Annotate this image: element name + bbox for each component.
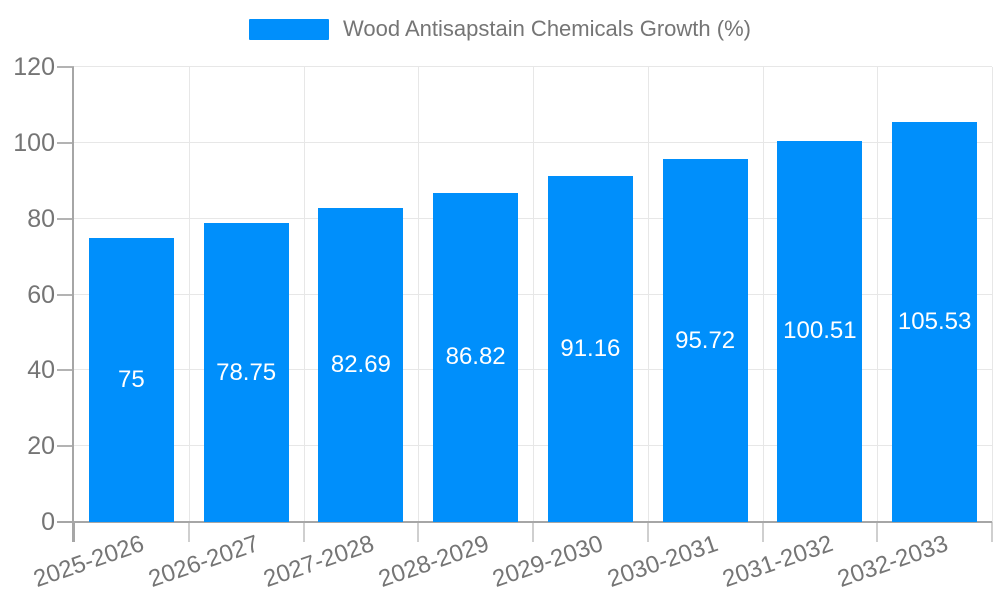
legend-series-label: Wood Antisapstain Chemicals Growth (%) (343, 16, 751, 41)
y-gridline (74, 66, 992, 67)
y-axis-tick-label: 40 (27, 356, 55, 385)
bar[interactable] (777, 140, 863, 522)
y-axis-tick-label: 60 (27, 280, 55, 309)
x-axis-tick (187, 522, 190, 542)
x-gridline (188, 67, 190, 522)
y-axis-tick (57, 66, 74, 68)
bar[interactable] (547, 176, 633, 522)
x-axis-tick (73, 522, 75, 542)
bar-value-label: 105.53 (897, 307, 972, 335)
x-gridline (762, 67, 764, 522)
y-axis-tick-label: 80 (27, 204, 55, 233)
bar[interactable] (433, 192, 519, 522)
x-gridline (877, 67, 879, 522)
y-axis-tick-label: 100 (13, 128, 55, 157)
y-axis-tick-label: 120 (13, 53, 55, 81)
x-gridline (418, 67, 420, 522)
y-axis-tick (57, 217, 74, 220)
y-axis-tick (57, 445, 74, 448)
x-axis-tick (761, 522, 764, 542)
bar-value-label: 95.72 (675, 326, 736, 354)
y-axis-tick-label: 0 (41, 508, 55, 536)
chart-legend[interactable]: Wood Antisapstain Chemicals Growth (%) (0, 16, 1000, 42)
y-axis-tick (57, 293, 74, 296)
bar[interactable] (318, 208, 404, 522)
bar-value-label: 91.16 (560, 335, 621, 363)
x-gridline (647, 67, 649, 522)
x-axis-tick (646, 522, 649, 542)
plot-right-border (992, 67, 993, 522)
x-axis-tick (991, 522, 993, 542)
y-axis-tick (57, 369, 74, 372)
bar-value-label: 100.51 (783, 317, 857, 345)
x-gridline (533, 67, 534, 522)
y-axis-tick-label: 20 (27, 432, 55, 461)
bar-value-label: 86.82 (445, 343, 506, 371)
bar[interactable] (892, 121, 978, 522)
x-axis-tick (302, 522, 305, 542)
bar[interactable] (88, 237, 174, 522)
x-axis-tick (417, 522, 420, 542)
y-axis-tick (57, 141, 74, 144)
bar[interactable] (662, 159, 748, 522)
x-axis-tick (876, 522, 879, 542)
x-axis-tick (532, 522, 534, 542)
x-gridline (303, 67, 305, 522)
bar[interactable] (203, 223, 289, 522)
bar-value-label: 78.75 (216, 358, 277, 386)
bar-value-label: 82.69 (330, 351, 391, 379)
x-axis-line (57, 521, 992, 523)
bar-value-label: 75 (118, 365, 145, 393)
y-axis-line (72, 67, 74, 542)
legend-swatch-icon (249, 18, 329, 40)
